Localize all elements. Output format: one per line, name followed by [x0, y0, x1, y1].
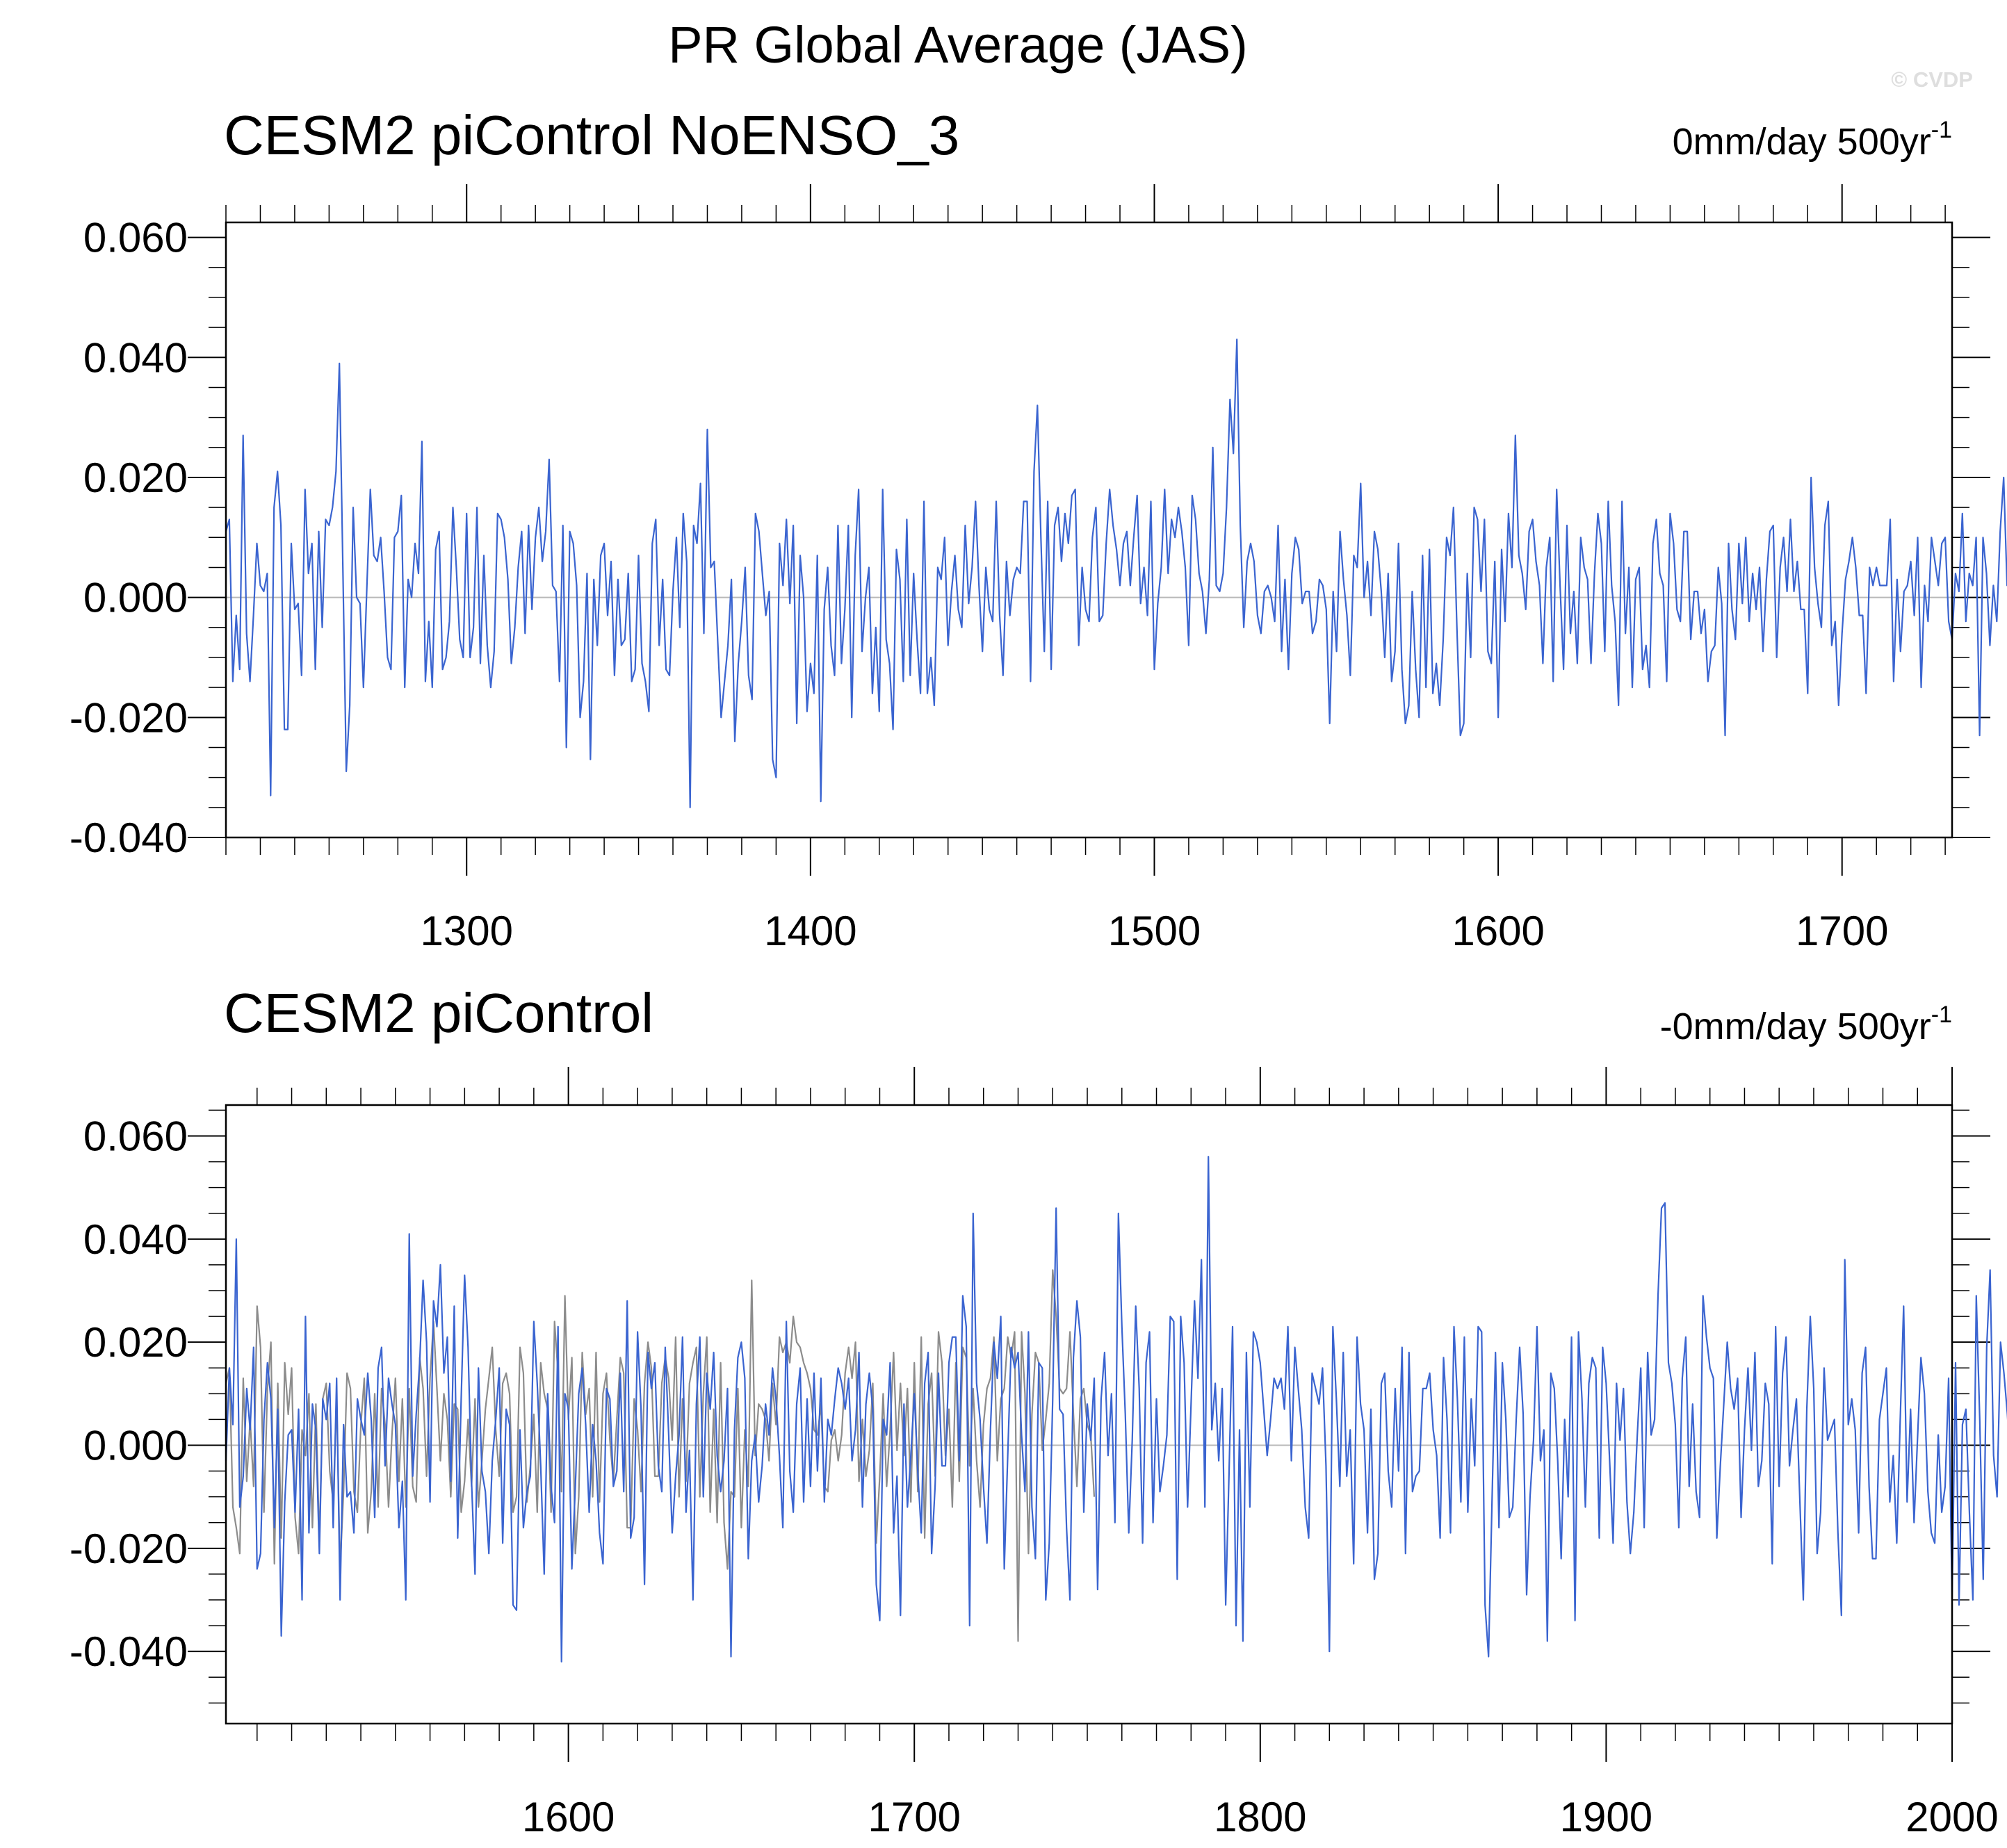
y-tick-label: -0.020 — [70, 1526, 188, 1572]
panel-1-trend-label: 0mm/day 500yr-1 — [1673, 117, 1952, 163]
series-line — [225, 1269, 1096, 1642]
panel-1-major-ticks — [188, 184, 1990, 876]
panel-1-minor-ticks — [209, 205, 1969, 855]
panel-1-plot-frame — [225, 221, 1953, 839]
panel-1-trend-value: 0mm/day 500yr — [1673, 121, 1931, 163]
panel-2-title: CESM2 piControl — [224, 982, 653, 1044]
x-tick-label: 1500 — [1108, 908, 1201, 954]
panel-2-trend-value: -0mm/day 500yr — [1660, 1006, 1931, 1047]
panel-1: CESM2 piControl NoENSO_3 0mm/day 500yr-1… — [70, 104, 2007, 954]
panel-1-y-tick-labels: -0.040 -0.020 0.000 0.020 0.040 0.060 — [70, 215, 188, 861]
watermark: © CVDP — [1891, 67, 1973, 92]
x-tick-label: 1900 — [1560, 1794, 1652, 1840]
y-tick-label: 0.000 — [83, 575, 188, 621]
y-tick-label: -0.040 — [70, 815, 188, 861]
panel-2-series — [225, 1156, 2007, 1663]
y-tick-label: 0.020 — [83, 1319, 188, 1366]
x-tick-label: 1600 — [1452, 908, 1544, 954]
y-tick-label: 0.040 — [83, 1216, 188, 1263]
panel-2-x-tick-labels: 1600 1700 1800 1900 2000 — [522, 1794, 1999, 1840]
x-tick-label: 1700 — [868, 1794, 960, 1840]
x-tick-label: 1400 — [764, 908, 856, 954]
y-tick-label: 0.020 — [83, 455, 188, 501]
panel-2-major-ticks — [188, 1067, 1990, 1762]
y-tick-label: 0.040 — [83, 334, 188, 381]
panel-2-trend-exponent: -1 — [1931, 1001, 1952, 1028]
panel-2-trend-label: -0mm/day 500yr-1 — [1660, 1001, 1952, 1047]
x-tick-label: 2000 — [1906, 1794, 1998, 1840]
main-title: PR Global Average (JAS) — [668, 16, 1248, 74]
x-tick-label: 1700 — [1796, 908, 1888, 954]
panel-2-plot-frame — [225, 1104, 1953, 1725]
y-tick-label: 0.060 — [83, 215, 188, 261]
panel-2: CESM2 piControl -0mm/day 500yr-1 -0.040-… — [70, 982, 2007, 1840]
y-tick-label: -0.040 — [70, 1628, 188, 1675]
panel-1-title: CESM2 piControl NoENSO_3 — [224, 104, 959, 166]
x-tick-label: 1300 — [420, 908, 512, 954]
y-tick-label: 0.000 — [83, 1423, 188, 1469]
series-line — [225, 1156, 2007, 1663]
y-tick-label: 0.060 — [83, 1113, 188, 1160]
panel-2-y-tick-labels: -0.040 -0.020 0.000 0.020 0.040 0.060 — [70, 1113, 188, 1676]
x-tick-label: 1600 — [522, 1794, 615, 1840]
x-tick-label: 1800 — [1214, 1794, 1306, 1840]
y-tick-label: -0.020 — [70, 694, 188, 741]
panel-2-minor-ticks — [209, 1088, 1969, 1741]
panel-1-x-tick-labels: 1300 1400 1500 1600 1700 — [420, 908, 1888, 954]
series-line — [225, 338, 2007, 808]
panel-1-series — [225, 338, 2007, 808]
panel-1-trend-exponent: -1 — [1931, 117, 1952, 143]
